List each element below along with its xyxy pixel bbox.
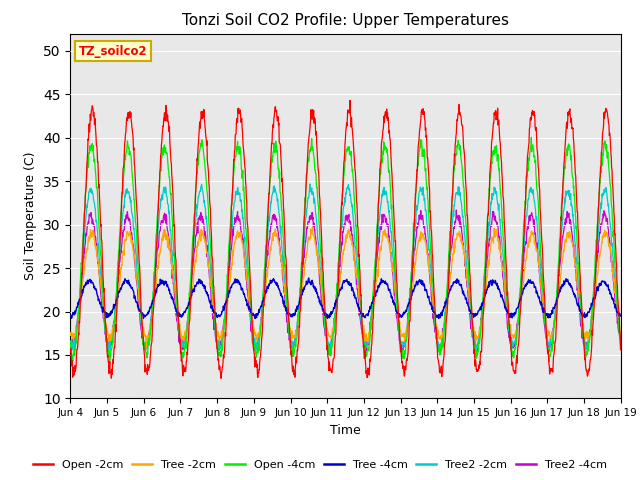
Legend: Open -2cm, Tree -2cm, Open -4cm, Tree -4cm, Tree2 -2cm, Tree2 -4cm: Open -2cm, Tree -2cm, Open -4cm, Tree -4… <box>28 456 612 474</box>
Y-axis label: Soil Temperature (C): Soil Temperature (C) <box>24 152 38 280</box>
Text: TZ_soilco2: TZ_soilco2 <box>79 45 147 58</box>
X-axis label: Time: Time <box>330 424 361 437</box>
Title: Tonzi Soil CO2 Profile: Upper Temperatures: Tonzi Soil CO2 Profile: Upper Temperatur… <box>182 13 509 28</box>
